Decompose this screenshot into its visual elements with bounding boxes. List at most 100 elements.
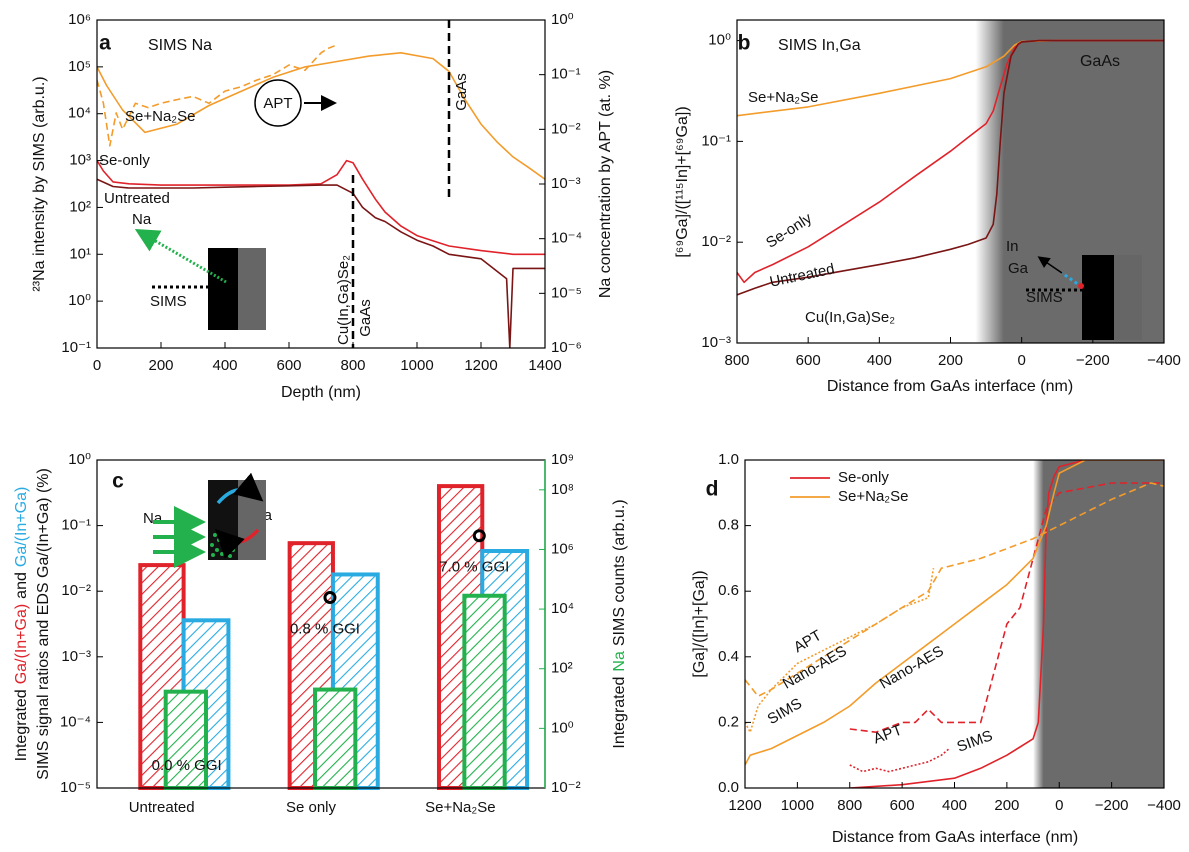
y-tick-label: 0.8 — [718, 517, 739, 534]
series-line — [97, 44, 338, 147]
series-line — [97, 52, 545, 180]
annotation: Ga — [1008, 260, 1029, 277]
line-label: APT — [871, 722, 904, 748]
series-line — [849, 482, 1164, 733]
legend-label: Se+Na₂Se — [838, 488, 908, 505]
series-line — [745, 482, 1164, 697]
x-tick-label: 200 — [994, 797, 1019, 814]
x-tick-label: 0 — [1055, 797, 1063, 814]
series-line — [849, 747, 950, 773]
x-tick-label: 600 — [890, 797, 915, 814]
line-label: Nano-AES — [877, 642, 947, 692]
bar — [313, 687, 358, 790]
y-tick-label: 10⁻¹ — [61, 517, 91, 534]
axes-frame — [96, 19, 546, 349]
y-tick-label: 10⁴ — [68, 105, 91, 122]
series-label: Untreated — [104, 190, 170, 207]
annotation: Cu(In,Ga)Se₂ — [805, 309, 895, 326]
series-label: Untreated — [768, 260, 836, 290]
label-part: Ga/(In+Ga) — [13, 604, 30, 684]
x-tick-label: 800 — [340, 357, 365, 374]
y-tick-label: 10⁻² — [61, 582, 91, 599]
annotation: Cu(In,Ga)Se₂ — [335, 255, 352, 345]
line-label: SIMS — [765, 695, 805, 728]
insets — [134, 79, 1142, 568]
annotation: Na — [132, 211, 152, 228]
series-label: Se+Na₂Se — [125, 108, 195, 125]
panel-title: SIMS In,Ga — [778, 37, 861, 54]
bar — [163, 689, 209, 790]
y2-tick-label: 10⁰ — [551, 719, 574, 736]
y-tick-label: 0.4 — [718, 648, 739, 665]
y-tick-label: 10² — [69, 198, 91, 215]
panel-letter: b — [738, 32, 751, 55]
series-line — [745, 460, 1164, 766]
axes-frame — [744, 459, 1165, 789]
y2-tick-label: 10⁰ — [551, 11, 574, 28]
series-label: Se+Na₂Se — [748, 89, 818, 106]
y2-tick-label: 10⁻² — [551, 120, 581, 137]
ga-exchange-arrow — [215, 528, 260, 559]
y-tick-label: 10⁰ — [68, 451, 91, 468]
x-tick-label: 600 — [796, 352, 821, 369]
y-axis-label: ²³Na intensity by SIMS (arb.u.) — [31, 76, 48, 291]
x-tick-label: 600 — [276, 357, 301, 374]
y-axis-label: Integrated Ga/(In+Ga) and Ga/(In+Ga) — [13, 487, 30, 762]
series-label: APT — [263, 95, 292, 112]
y2-axis-label: Na concentration by APT (at. %) — [597, 70, 614, 298]
x-tick-label: 400 — [867, 352, 892, 369]
x-tick-label: Se+Na₂Se — [425, 799, 495, 816]
label-part: Integrated — [13, 689, 30, 761]
y2-tick-label: 10⁻² — [551, 779, 581, 796]
label-part: and — [13, 572, 30, 599]
y-tick-label: 0.2 — [718, 713, 739, 730]
y2-tick-label: 10⁻⁴ — [551, 230, 582, 247]
gaas-block — [1114, 255, 1142, 340]
annotation: In — [1006, 238, 1019, 255]
x-tick-label: 400 — [942, 797, 967, 814]
y2-tick-label: 10⁻⁶ — [551, 339, 582, 356]
cis-block — [208, 248, 238, 330]
line-label: Nano-AES — [780, 642, 850, 692]
y2-tick-label: 10⁻³ — [551, 175, 581, 192]
y2-axis-label: Integrated Na SIMS counts (arb.u.) — [611, 499, 628, 748]
y2-tick-label: 10⁻⁵ — [551, 284, 582, 301]
x-tick-label: Se only — [286, 799, 337, 816]
bar — [462, 593, 507, 790]
x-tick-label: −400 — [1147, 797, 1181, 814]
legend-label: Se-only — [838, 469, 889, 486]
eds-label: 0.0 % GGI — [152, 757, 222, 774]
series-label: Se-only — [763, 209, 815, 251]
y-tick-label: 10⁰ — [68, 292, 91, 309]
x-tick-label: −200 — [1095, 797, 1129, 814]
y-tick-label: 10⁻¹ — [61, 339, 91, 356]
x-tick-label: 0 — [93, 357, 101, 374]
y2-tick-label: 10⁸ — [551, 481, 574, 498]
panel-letter: d — [706, 478, 719, 501]
annotation: Na — [143, 510, 163, 527]
x-axis-label: Depth (nm) — [281, 384, 361, 401]
y-axis-label: [Ga]/([In]+[Ga]) — [691, 570, 708, 677]
ga-dot — [1078, 283, 1084, 289]
interface-label: GaAs — [357, 299, 374, 337]
label-part: Na — [611, 651, 628, 672]
y-tick-label: 1.0 — [718, 451, 739, 468]
y-tick-label: 10⁻¹ — [701, 132, 731, 149]
plot-area — [97, 44, 545, 348]
eds-label: 0.8 % GGI — [290, 621, 360, 638]
y-axis-label: [⁶⁹Ga]/([¹¹⁵In]+[⁶⁹Ga]) — [674, 106, 691, 257]
y-tick-label: 10⁻⁴ — [60, 713, 91, 730]
x-tick-label: 0 — [1017, 352, 1025, 369]
x-axis-label: Distance from GaAs interface (nm) — [827, 378, 1073, 395]
y-tick-label: 10⁻⁵ — [60, 779, 91, 796]
x-tick-label: 1200 — [464, 357, 497, 374]
y-tick-label: 10¹ — [69, 245, 91, 262]
series-label: Se-only — [99, 152, 150, 169]
y2-tick-label: 10⁹ — [551, 451, 574, 468]
y-tick-label: 0.0 — [718, 779, 739, 796]
y2-tick-label: 10⁶ — [551, 540, 574, 557]
y-tick-label: 10⁻² — [701, 233, 731, 250]
in-exchange-arrow — [216, 472, 264, 505]
annotation: SIMS — [150, 293, 187, 310]
